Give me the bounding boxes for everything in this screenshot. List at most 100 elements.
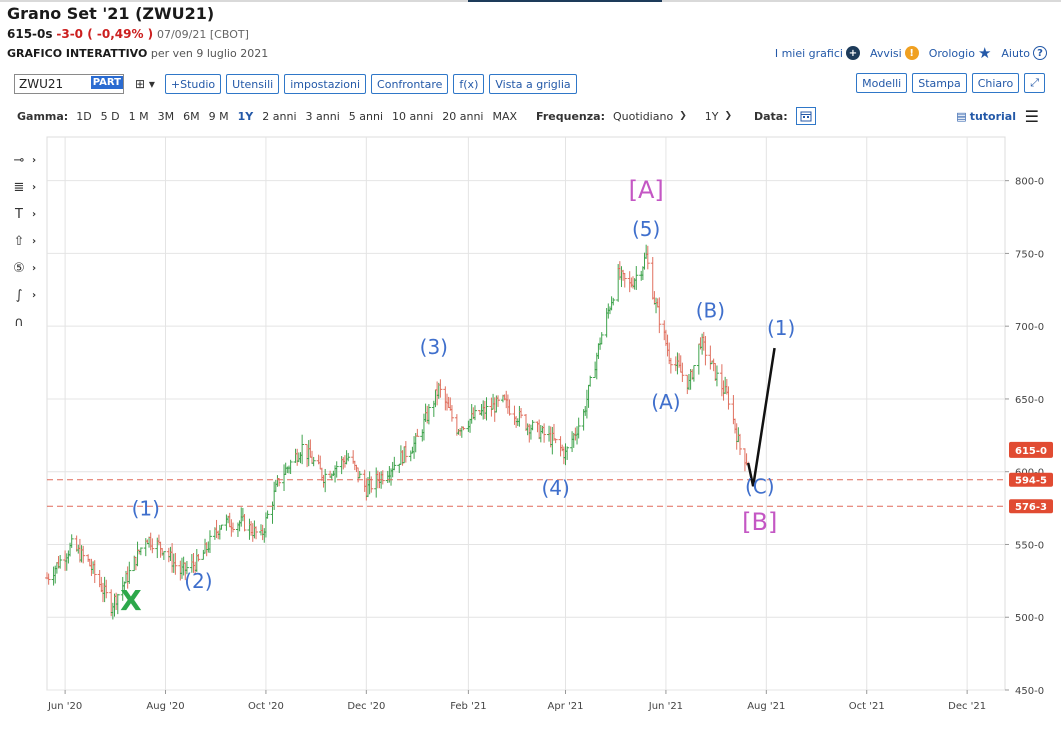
- tutorial-link[interactable]: ▤ tutorial: [956, 110, 1016, 123]
- range-option[interactable]: 1Y: [237, 109, 254, 123]
- calendar-icon[interactable]: [795, 107, 816, 125]
- wave-label[interactable]: [B]: [742, 508, 777, 536]
- light-theme-button[interactable]: Chiaro: [971, 73, 1020, 93]
- plot-area: [46, 136, 1006, 691]
- hamburger-menu-icon[interactable]: ☰: [1024, 107, 1039, 126]
- right-toolbar: Modelli Stampa Chiaro ⤢: [856, 73, 1045, 93]
- range-option[interactable]: MAX: [492, 109, 518, 123]
- range-bar: Gamma: 1D 5 D 1 M 3M 6M 9 M 1Y 2 anni 3 anni 5 an…: [17, 107, 816, 125]
- price-change: -3-0 ( -0,49% ): [56, 27, 154, 41]
- x-tick-label: Apr '21: [548, 701, 584, 712]
- top-border-accent: [468, 0, 662, 2]
- range-option[interactable]: 2 anni: [262, 109, 297, 123]
- quote-date: 07/09/21 [CBOT]: [156, 28, 249, 41]
- frequency-select[interactable]: Quotidiano ❯: [613, 110, 687, 123]
- range-option[interactable]: 9 M: [208, 109, 229, 123]
- wave-label[interactable]: (4): [541, 476, 569, 500]
- range-option[interactable]: 20 anni: [442, 109, 484, 123]
- film-icon: ▤: [956, 110, 967, 123]
- y-tick-label: 750-0: [1015, 249, 1044, 260]
- magnet-tool[interactable]: ∩: [10, 312, 44, 333]
- top-border: [0, 0, 1061, 2]
- x-tick-label: Feb '21: [450, 701, 486, 712]
- wave-label[interactable]: (5): [632, 217, 660, 241]
- chevron-down-icon: ❯: [724, 111, 732, 121]
- part-badge[interactable]: PART: [90, 76, 123, 89]
- wave-label[interactable]: (1): [132, 496, 160, 520]
- bar-type-icon[interactable]: ⊞ ▾: [135, 77, 155, 91]
- wave-label[interactable]: (A): [651, 390, 680, 414]
- grid-view-button[interactable]: Vista a griglia: [489, 74, 577, 94]
- range-option[interactable]: 3M: [157, 109, 175, 123]
- print-button[interactable]: Stampa: [912, 73, 967, 93]
- wave-label[interactable]: X: [120, 584, 142, 617]
- x-tick-label: Oct '20: [248, 701, 284, 712]
- chevron-right-icon: ›: [32, 209, 37, 220]
- wave-label[interactable]: (2): [184, 569, 212, 593]
- alerts-link[interactable]: Avvisi !: [870, 46, 919, 60]
- help-icon: ?: [1033, 46, 1047, 60]
- models-button[interactable]: Modelli: [856, 73, 908, 93]
- symbol-value: ZWU21: [19, 77, 64, 91]
- range-option[interactable]: 1D: [76, 109, 92, 123]
- chevron-right-icon: ›: [32, 263, 37, 274]
- chevron-right-icon: ›: [32, 155, 37, 166]
- arrow-up-icon: ⇧: [13, 234, 25, 249]
- y-tick-label: 500-0: [1015, 613, 1044, 624]
- wave-label[interactable]: (3): [420, 335, 448, 359]
- support-badge-label: 576-3: [1015, 502, 1047, 513]
- period-value: 1Y: [704, 109, 719, 123]
- wave-label[interactable]: (B): [696, 298, 725, 322]
- price-chart[interactable]: 800-0750-0700-0650-0600-0550-0500-0450-0…: [0, 130, 1061, 720]
- wave-label[interactable]: (C): [745, 475, 775, 499]
- x-tick-label: Jun '21: [648, 701, 683, 712]
- x-tick-label: Aug '20: [146, 701, 184, 712]
- line-tool[interactable]: ⊸ ›: [10, 150, 44, 171]
- help-label: Aiuto: [1001, 46, 1030, 60]
- my-charts-link[interactable]: I miei grafici +: [775, 46, 860, 60]
- compare-button[interactable]: Confrontare: [371, 74, 449, 94]
- y-tick-label: 550-0: [1015, 540, 1044, 551]
- range-option[interactable]: 5 anni: [348, 109, 384, 123]
- range-option[interactable]: 6M: [183, 109, 200, 123]
- subtitle-date: per ven 9 luglio 2021: [150, 47, 269, 60]
- wave-label[interactable]: [A]: [629, 176, 664, 204]
- studio-button[interactable]: +Studio: [164, 74, 222, 94]
- help-link[interactable]: Aiuto ?: [1001, 46, 1047, 60]
- range-option[interactable]: 3 anni: [305, 109, 340, 123]
- expand-icon[interactable]: ⤢: [1024, 73, 1045, 93]
- date-label: Data:: [754, 109, 788, 123]
- main-toolbar: ZWU21 PART ⊞ ▾ +Studio Utensili impostaz…: [14, 73, 577, 95]
- freehand-tool[interactable]: ∫ ›: [10, 285, 44, 306]
- drawing-tools: ⊸ › ≣ › T › ⇧ › ⑤ › ∫ › ∩: [10, 150, 44, 333]
- header-links: I miei grafici + Avvisi ! Orologio ★ Aiu…: [775, 44, 1047, 62]
- x-tick-label: Aug '21: [747, 701, 785, 712]
- range-options: 1D 5 D 1 M 3M 6M 9 M 1Y 2 anni 3 anni 5 anni 10 an…: [76, 110, 526, 123]
- fibonacci-tool[interactable]: ≣ ›: [10, 177, 44, 198]
- projection-line[interactable]: [746, 347, 776, 487]
- x-tick-label: Dec '21: [948, 701, 986, 712]
- last-price-label: 615-0: [1015, 446, 1047, 457]
- range-option[interactable]: 10 anni: [392, 109, 434, 123]
- wave-count-tool[interactable]: ⑤ ›: [10, 258, 44, 279]
- range-option[interactable]: 1 M: [128, 109, 149, 123]
- wave-label[interactable]: (1): [767, 316, 795, 340]
- quote-line: 615-0s -3-0 ( -0,49% ) 07/09/21 [CBOT]: [7, 27, 249, 41]
- text-tool[interactable]: T ›: [10, 204, 44, 225]
- y-tick-label: 800-0: [1015, 177, 1044, 188]
- chevron-right-icon: ›: [32, 236, 37, 247]
- clock-label: Orologio: [928, 46, 975, 60]
- symbol-input[interactable]: ZWU21 PART: [14, 74, 124, 94]
- tools-button[interactable]: Utensili: [226, 74, 280, 94]
- line-tool-icon: ⊸: [13, 153, 25, 168]
- support-badge-label: 594-5: [1015, 476, 1047, 487]
- arrow-tool[interactable]: ⇧ ›: [10, 231, 44, 252]
- clock-link[interactable]: Orologio ★: [929, 44, 992, 62]
- frequency-label: Frequenza:: [536, 109, 605, 123]
- range-option[interactable]: 5 D: [100, 109, 120, 123]
- chevron-right-icon: ›: [32, 290, 37, 301]
- settings-button[interactable]: impostazioni: [284, 74, 367, 94]
- function-button[interactable]: f(x): [453, 74, 485, 94]
- range-label: Gamma:: [17, 109, 69, 123]
- period-select[interactable]: 1Y ❯: [705, 110, 732, 123]
